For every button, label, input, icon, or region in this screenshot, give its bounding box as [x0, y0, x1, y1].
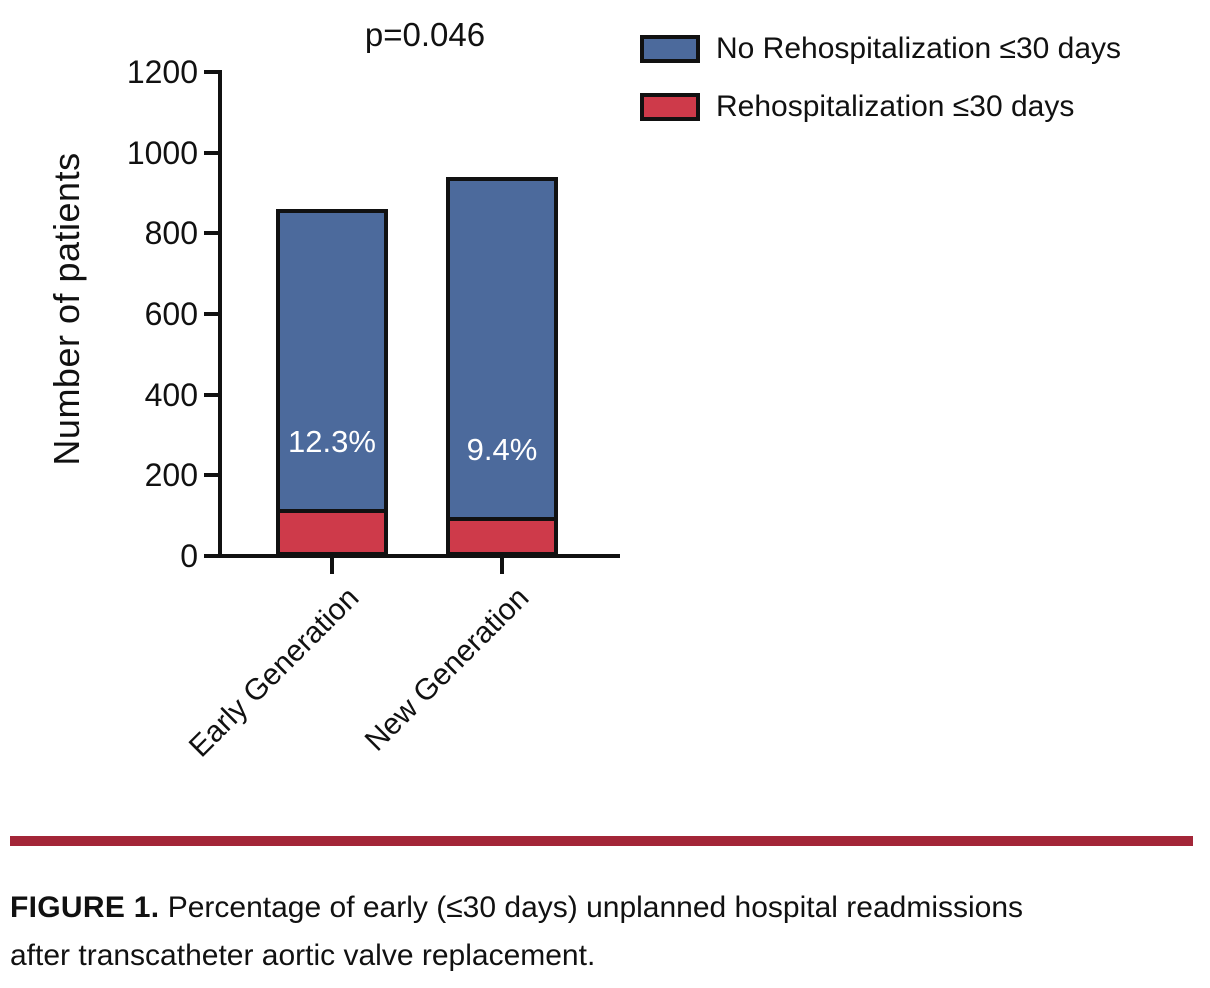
y-tick-label: 600 [144, 296, 198, 332]
legend-row: Rehospitalization ≤30 days [640, 88, 1121, 126]
rehospitalization-segment [450, 516, 554, 552]
legend-swatch [640, 35, 700, 63]
figure-caption: FIGURE 1. Percentage of early (≤30 days)… [10, 884, 1202, 980]
y-tick-mark [204, 70, 220, 74]
bar-percentage-label: 12.3% [288, 424, 376, 460]
y-tick-mark [204, 473, 220, 478]
x-tick-mark [500, 558, 504, 574]
caption-divider-rule [10, 836, 1193, 846]
stacked-bar [276, 209, 388, 556]
y-tick-mark [204, 150, 220, 155]
legend-swatch [640, 93, 700, 121]
legend: No Rehospitalization ≤30 days Rehospitali… [640, 30, 1121, 146]
legend-row: No Rehospitalization ≤30 days [640, 30, 1121, 68]
y-tick-mark [204, 231, 220, 236]
y-tick-label: 1000 [126, 134, 198, 171]
legend-label: Rehospitalization ≤30 days [716, 90, 1075, 123]
y-tick-mark [204, 554, 220, 558]
x-tick-mark [330, 558, 334, 574]
readmissions-stacked-bar-chart: p=0.046 Number of patients 0 200 400 600 800… [46, 16, 1121, 764]
caption-text-line1: Percentage of early (≤30 days) unplanned… [167, 891, 1024, 924]
y-tick-mark [204, 392, 220, 397]
legend-label: No Rehospitalization ≤30 days [716, 32, 1122, 65]
stacked-bar [446, 176, 558, 556]
y-tick-label: 400 [144, 376, 198, 413]
x-axis-line [218, 554, 620, 558]
caption-line-1: FIGURE 1. Percentage of early (≤30 days)… [10, 884, 1202, 932]
y-tick-label: 1200 [126, 54, 198, 90]
y-tick-mark [204, 312, 220, 316]
y-tick-label: 800 [144, 215, 198, 252]
caption-label: FIGURE 1. [10, 891, 160, 924]
y-axis-line [218, 70, 222, 558]
rehospitalization-segment [280, 509, 384, 552]
bar-percentage-label: 9.4% [466, 431, 538, 467]
p-value-annotation: p=0.046 [364, 16, 486, 53]
y-tick-label: 0 [180, 538, 198, 574]
caption-text-line2: after transcatheter aortic valve replace… [10, 939, 596, 972]
y-tick-label: 200 [144, 457, 198, 494]
